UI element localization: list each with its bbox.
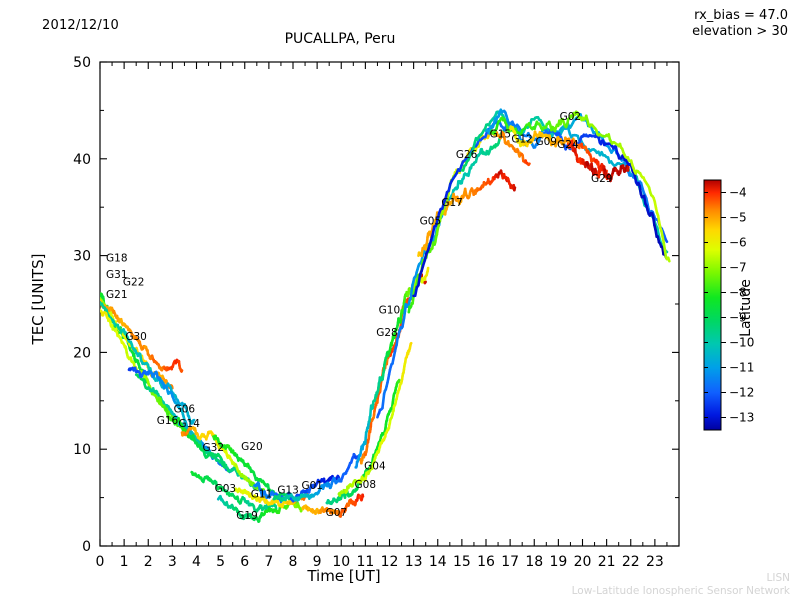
colorbar-gradient xyxy=(703,179,722,431)
x-tick-label: 6 xyxy=(240,554,249,570)
colorbar-tick-label: −12 xyxy=(729,386,754,400)
y-tick-label: 30 xyxy=(73,249,91,265)
series-label-G10: G10 xyxy=(379,305,401,317)
x-tick-label: 23 xyxy=(646,554,664,570)
series-G28 xyxy=(359,271,427,465)
colorbar-tick-label: −11 xyxy=(729,361,754,375)
series-label-G09: G09 xyxy=(535,136,557,148)
y-tick-label: 0 xyxy=(82,539,91,555)
series-G29 xyxy=(566,139,630,183)
colorbar-tick-label: −4 xyxy=(729,186,747,200)
series-label-G12: G12 xyxy=(511,133,533,145)
series-label-G05: G05 xyxy=(420,216,442,228)
series-label-G31: G31 xyxy=(106,269,128,281)
series-label-G07: G07 xyxy=(326,507,348,519)
series-label-G24: G24 xyxy=(557,139,579,151)
series-label-G03: G03 xyxy=(215,483,237,495)
x-tick-label: 21 xyxy=(598,554,616,570)
date-label: 2012/12/10 xyxy=(42,18,119,33)
x-tick-label: 17 xyxy=(501,554,519,570)
colorbar-tick-label: −13 xyxy=(729,411,754,425)
series-G04 xyxy=(337,341,413,497)
x-tick-label: 19 xyxy=(549,554,567,570)
x-tick-label: 22 xyxy=(622,554,640,570)
x-tick-label: 14 xyxy=(429,554,447,570)
chart-title: PUCALLPA, Peru xyxy=(0,31,800,47)
y-tick-label: 20 xyxy=(73,345,91,361)
x-axis-title-text: Time [UT] xyxy=(307,567,381,585)
colorbar-tick-label: −5 xyxy=(729,211,747,225)
series-G03 xyxy=(190,470,278,513)
series-label-G20: G20 xyxy=(241,441,263,453)
metadata-block: rx_bias = 47.0 elevation > 30 xyxy=(692,8,788,40)
attribution-long: Low-Latitude Ionospheric Sensor Network xyxy=(571,585,790,597)
series-G08 xyxy=(325,378,401,506)
series-label-G04: G04 xyxy=(364,461,386,473)
series-label-G01: G01 xyxy=(301,480,323,492)
series-label-G26: G26 xyxy=(456,149,478,161)
x-tick-label: 1 xyxy=(120,554,129,570)
series-label-G18: G18 xyxy=(106,252,128,264)
series-label-G08: G08 xyxy=(355,479,377,491)
y-tick-label: 40 xyxy=(73,152,91,168)
series-G05 xyxy=(376,122,512,419)
series-G01 xyxy=(272,452,360,502)
series-G11 xyxy=(233,487,309,509)
x-tick-label: 10 xyxy=(332,554,350,570)
x-tick-label: 20 xyxy=(574,554,592,570)
y-tick-label: 10 xyxy=(73,442,91,458)
series-label-G32: G32 xyxy=(203,442,225,454)
colorbar-tick-label: −6 xyxy=(729,236,747,250)
x-tick-label: 3 xyxy=(168,554,177,570)
series-label-G14: G14 xyxy=(178,418,200,430)
series-label-G29: G29 xyxy=(591,173,613,185)
series-label-G11: G11 xyxy=(251,489,273,501)
colorbar-tick-label: −9 xyxy=(729,311,747,325)
series-label-G21: G21 xyxy=(106,289,128,301)
series-G10 xyxy=(354,266,430,469)
series-G07 xyxy=(301,493,365,518)
series-label-G06: G06 xyxy=(174,403,196,415)
x-tick-label: 5 xyxy=(216,554,225,570)
series-label-G17: G17 xyxy=(441,197,463,209)
series-G17 xyxy=(417,169,517,258)
x-tick-label: 12 xyxy=(381,554,399,570)
series-label-G15: G15 xyxy=(490,129,512,141)
x-tick-label: 15 xyxy=(453,554,471,570)
x-tick-label: 0 xyxy=(96,554,105,570)
x-tick-label: 13 xyxy=(405,554,423,570)
colorbar-tick-label: −10 xyxy=(729,336,754,350)
x-tick-label: 9 xyxy=(313,554,322,570)
x-tick-label: 7 xyxy=(264,554,273,570)
x-tick-label: 11 xyxy=(356,554,374,570)
axis-ticks xyxy=(99,61,679,547)
x-tick-label: 18 xyxy=(525,554,543,570)
data-series-layer xyxy=(100,108,671,523)
series-label-G30: G30 xyxy=(125,331,147,343)
x-tick-label: 16 xyxy=(477,554,495,570)
attribution-short: LISN xyxy=(766,572,790,584)
attribution: LISN Low-Latitude Ionospheric Sensor Net… xyxy=(572,572,790,598)
series-label-G16: G16 xyxy=(157,415,179,427)
rx-bias-label: rx_bias = 47.0 xyxy=(694,8,788,23)
x-tick-label: 4 xyxy=(192,554,201,570)
series-label-G22: G22 xyxy=(123,277,145,289)
x-tick-label: 8 xyxy=(289,554,298,570)
colorbar-tick-label: −7 xyxy=(729,261,747,275)
y-tick-label: 50 xyxy=(73,55,91,71)
series-label-G13: G13 xyxy=(277,485,299,497)
series-label-G02: G02 xyxy=(560,111,582,123)
elevation-label: elevation > 30 xyxy=(692,24,788,39)
chart-title-text: PUCALLPA, Peru xyxy=(284,31,396,47)
colorbar-ticks: −4 −5 −6 −7 −8 −9 −10 −11 −12 −13 xyxy=(704,186,754,425)
series-label-G28: G28 xyxy=(376,327,398,339)
axis-tick-labels: 0 1 2 3 4 5 6 7 8 9 10 11 12 13 14 15 16 17 18 19 20 21 22 2301… xyxy=(73,55,664,570)
series-label-G19: G19 xyxy=(236,510,258,522)
x-tick-label: 2 xyxy=(144,554,153,570)
colorbar-tick-label: −8 xyxy=(729,286,747,300)
x-axis-title: Time [UT] xyxy=(0,567,800,585)
